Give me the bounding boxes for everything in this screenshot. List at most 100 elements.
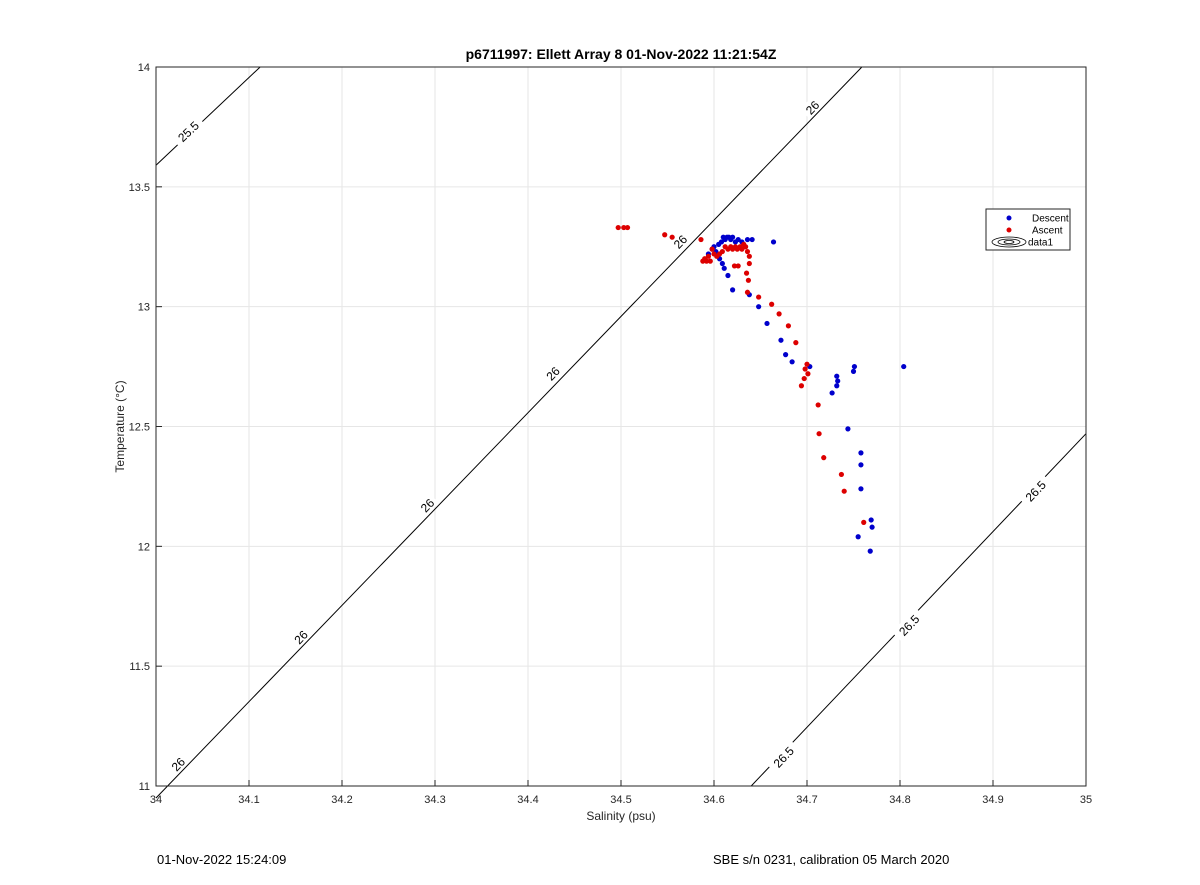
contour-label-bg — [414, 492, 439, 517]
descent-point — [829, 390, 835, 396]
y-tick-label: 12 — [138, 541, 150, 553]
x-tick-label: 34.7 — [796, 794, 817, 806]
descent-point — [869, 524, 875, 530]
ascent-point — [709, 246, 715, 252]
ascent-point — [669, 234, 675, 240]
series-descent — [705, 234, 907, 554]
ascent-point — [743, 244, 749, 250]
footer-timestamp: 01-Nov-2022 15:24:09 — [157, 852, 287, 867]
isopycnal-line — [155, 66, 863, 799]
descent-point — [730, 287, 736, 293]
contour-label-bg — [288, 624, 313, 649]
contour-label-bg — [170, 114, 206, 148]
descent-point — [868, 517, 874, 523]
ascent-point — [841, 488, 847, 494]
ascent-point — [815, 402, 821, 408]
ascent-point — [621, 224, 627, 231]
descent-point — [789, 359, 795, 365]
ascent-point — [821, 455, 827, 461]
descent-point — [718, 239, 725, 245]
descent-point — [835, 378, 841, 384]
series-ascent — [615, 224, 867, 525]
data-points — [615, 224, 907, 554]
legend-entry: Ascent — [1032, 226, 1063, 237]
descent-point — [867, 548, 873, 554]
x-tick-label: 34.8 — [889, 794, 910, 806]
ascent-point — [746, 253, 752, 259]
x-tick-label: 34.6 — [703, 794, 724, 806]
x-axis-label: Salinity (psu) — [586, 809, 655, 823]
contour-label-bg — [799, 94, 824, 120]
descent-point — [735, 236, 741, 243]
y-axis-label: Temperature (°C) — [113, 380, 127, 472]
descent-point — [756, 304, 762, 310]
descent-point — [851, 363, 858, 370]
descent-point — [749, 236, 755, 243]
ascent-point — [615, 224, 621, 231]
descent-point — [719, 260, 725, 267]
descent-point — [770, 239, 777, 245]
x-tick-label: 34.4 — [517, 794, 538, 806]
ascent-point — [769, 301, 775, 307]
ascent-point — [739, 246, 745, 252]
descent-point — [845, 426, 851, 432]
y-tick-label: 13.5 — [129, 182, 150, 194]
ascent-point — [744, 248, 751, 255]
ascent-point — [731, 263, 738, 269]
x-tick-label: 34.3 — [424, 794, 445, 806]
legend-entry: data1 — [1028, 238, 1053, 249]
y-tick-label: 12.5 — [129, 422, 150, 434]
descent-point — [834, 383, 840, 389]
ascent-point — [805, 371, 811, 377]
y-tick-label: 11.5 — [129, 661, 150, 673]
ascent-point — [703, 258, 710, 264]
legend-box — [985, 208, 1071, 251]
legend-marker — [1006, 227, 1012, 233]
ascent-point — [743, 270, 750, 276]
descent-point — [721, 265, 727, 271]
legend-contour-icon — [991, 236, 1027, 248]
descent-point — [834, 373, 840, 379]
descent-point — [744, 236, 751, 243]
descent-point — [850, 368, 857, 374]
legend-contour-icon — [1003, 240, 1015, 244]
descent-point — [858, 450, 864, 456]
isopycnal-line — [155, 66, 261, 166]
descent-point — [901, 363, 907, 370]
ascent-point — [838, 471, 845, 478]
ascent-point — [802, 366, 808, 372]
ascent-point — [776, 311, 782, 317]
ascent-point — [719, 248, 725, 255]
x-tick-label: 35 — [1080, 794, 1092, 806]
contour-label-bg — [540, 361, 565, 386]
ascent-point — [798, 383, 805, 389]
x-tick-label: 34.5 — [610, 794, 631, 806]
descent-point — [783, 352, 789, 358]
ascent-point — [745, 277, 752, 283]
ascent-point — [624, 224, 631, 231]
descent-point — [858, 462, 864, 468]
ascent-point — [793, 340, 799, 346]
ascent-point — [804, 361, 810, 367]
ascent-point — [662, 232, 668, 238]
y-tick-label: 14 — [138, 62, 150, 74]
ascent-point — [785, 323, 792, 329]
y-tick-label: 13 — [138, 302, 150, 314]
contour-label-bg — [891, 607, 926, 642]
descent-point — [855, 534, 861, 540]
ascent-point — [816, 431, 822, 437]
x-tick-label: 34.2 — [331, 794, 352, 806]
chart-title: p6711997: Ellett Array 8 01-Nov-2022 11:… — [466, 46, 777, 62]
legend-entry: Descent — [1032, 214, 1069, 225]
descent-point — [730, 234, 736, 240]
ascent-point — [698, 236, 704, 243]
contour-label-bg — [667, 229, 692, 254]
ascent-point — [756, 294, 762, 300]
y-tick-label: 11 — [139, 781, 150, 793]
contour-label-bg — [766, 739, 800, 774]
x-tick-label: 34 — [150, 794, 162, 806]
ascent-point — [801, 375, 807, 382]
descent-point — [778, 337, 784, 343]
